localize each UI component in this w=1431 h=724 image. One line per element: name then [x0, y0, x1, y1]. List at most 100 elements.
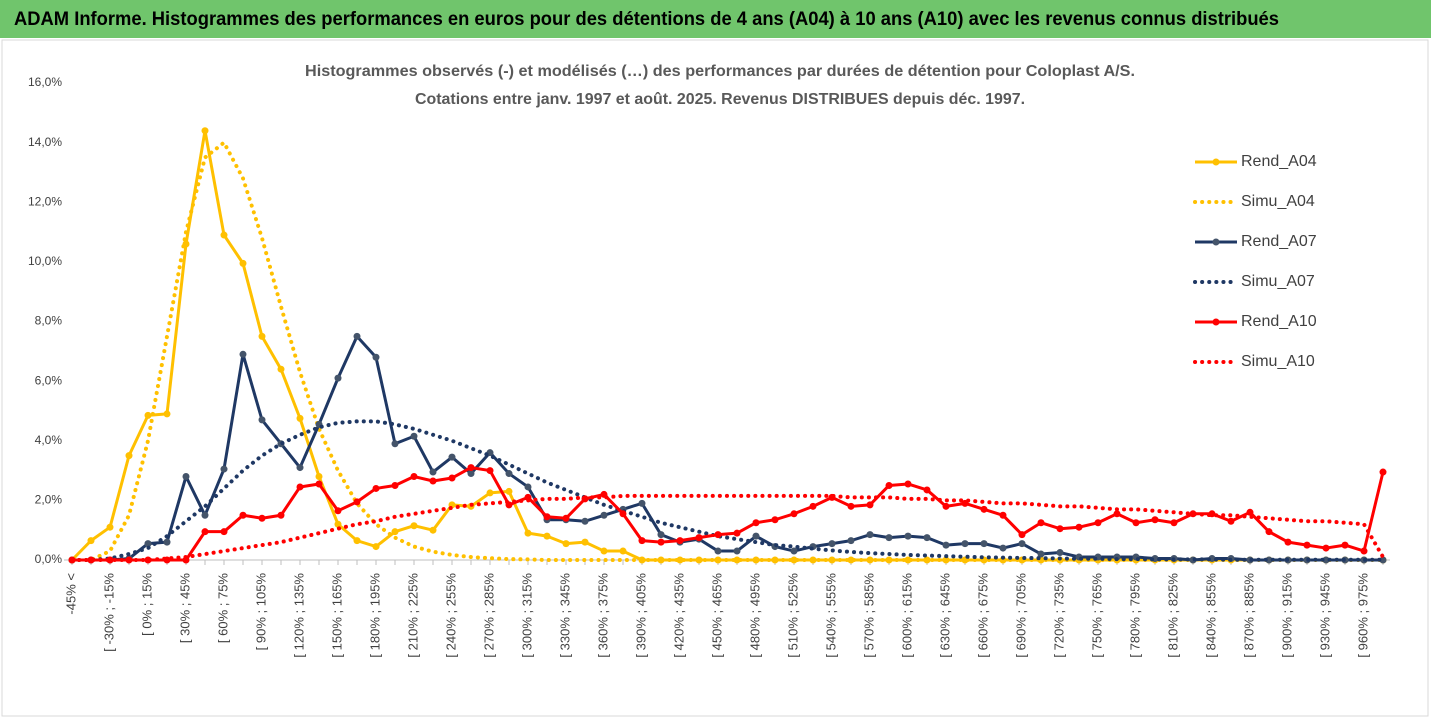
x-tick-label: [ 360% ; 375%	[595, 573, 610, 658]
data-point	[1341, 541, 1349, 549]
data-point	[619, 547, 627, 555]
x-tick-label: [ 120% ; 135%	[291, 573, 306, 658]
data-point	[1246, 508, 1254, 516]
data-point	[543, 532, 551, 540]
data-point	[391, 440, 399, 448]
page-title: ADAM Informe. Histogrammes des performan…	[14, 9, 1279, 30]
data-point	[942, 502, 950, 510]
x-tick-label: [ 540% ; 555%	[823, 573, 838, 658]
data-point	[1227, 517, 1235, 525]
data-point	[239, 511, 247, 519]
data-point	[372, 543, 380, 551]
data-point	[353, 332, 361, 340]
data-point	[733, 556, 741, 564]
x-tick-label: [ 150% ; 165%	[329, 573, 344, 658]
x-tick-label: [ -30% ; -15%	[101, 573, 116, 652]
data-point	[638, 499, 646, 507]
x-tick-label: [ 300% ; 315%	[519, 573, 534, 658]
data-point	[923, 486, 931, 494]
data-point	[1056, 549, 1064, 557]
data-point	[467, 470, 475, 478]
data-point	[467, 464, 475, 472]
y-tick-label: 4,0%	[35, 433, 63, 447]
y-tick-label: 10,0%	[28, 254, 62, 268]
data-point	[353, 498, 361, 506]
legend-marker	[1212, 158, 1220, 166]
data-point	[866, 501, 874, 509]
data-point	[752, 519, 760, 527]
x-tick-label: [ 630% ; 645%	[937, 573, 952, 658]
data-point	[923, 534, 931, 542]
x-tick-label: [ 420% ; 435%	[671, 573, 686, 658]
data-point	[866, 531, 874, 539]
data-point	[828, 540, 836, 548]
data-point	[999, 511, 1007, 519]
data-point	[1151, 516, 1159, 524]
legend-label: Simu_A04	[1241, 193, 1315, 210]
legend-marker	[1212, 238, 1220, 246]
data-point	[771, 516, 779, 524]
data-point	[1360, 547, 1368, 555]
y-tick-label: 16,0%	[28, 75, 62, 89]
data-point	[657, 538, 665, 546]
data-point	[980, 505, 988, 513]
data-point	[961, 540, 969, 548]
data-point	[1037, 550, 1045, 558]
data-point	[999, 544, 1007, 552]
data-point	[372, 484, 380, 492]
x-tick-label: [ 840% ; 855%	[1203, 573, 1218, 658]
x-tick-label: [ 660% ; 675%	[975, 573, 990, 658]
data-point	[353, 537, 361, 545]
data-point	[258, 514, 266, 522]
x-tick-label: [ 510% ; 525%	[785, 573, 800, 658]
data-point	[809, 502, 817, 510]
data-point	[258, 416, 266, 424]
data-point	[790, 556, 798, 564]
data-point	[87, 537, 95, 545]
x-tick-label: [ 750% ; 765%	[1089, 573, 1104, 658]
x-tick-label: [ 210% ; 225%	[405, 573, 420, 658]
data-point	[600, 547, 608, 555]
data-point	[904, 532, 912, 540]
data-point	[1132, 519, 1140, 527]
data-point	[296, 483, 304, 491]
x-tick-label: [ 900% ; 915%	[1279, 573, 1294, 658]
data-point	[258, 332, 266, 340]
x-tick-label: [ 240% ; 255%	[443, 573, 458, 658]
data-point	[885, 481, 893, 489]
legend-label: Simu_A10	[1241, 353, 1315, 370]
x-tick-label: [ 570% ; 585%	[861, 573, 876, 658]
chart-subtitle: Cotations entre janv. 1997 et août. 2025…	[415, 91, 1025, 108]
x-tick-label: [ 480% ; 495%	[747, 573, 762, 658]
data-point	[885, 534, 893, 542]
data-point	[1303, 541, 1311, 549]
data-point	[752, 532, 760, 540]
x-tick-label: [ 60% ; 75%	[215, 573, 230, 644]
data-point	[106, 523, 114, 531]
data-point	[847, 537, 855, 545]
data-point	[220, 231, 228, 239]
y-tick-label: 14,0%	[28, 135, 62, 149]
legend-label: Simu_A07	[1241, 273, 1315, 290]
data-point	[600, 511, 608, 519]
x-tick-label: [ 960% ; 975%	[1355, 573, 1370, 658]
data-point	[1113, 510, 1121, 518]
data-point	[1322, 556, 1330, 564]
data-point	[847, 502, 855, 510]
data-point	[1379, 468, 1387, 476]
y-tick-label: 8,0%	[35, 314, 63, 328]
data-point	[144, 540, 152, 548]
data-point	[1056, 525, 1064, 533]
data-point	[429, 477, 437, 485]
data-point	[676, 556, 684, 564]
title-bar	[0, 0, 1431, 38]
x-tick-label: [ 600% ; 615%	[899, 573, 914, 658]
data-point	[790, 547, 798, 555]
data-point	[429, 468, 437, 476]
legend-label: Rend_A07	[1241, 233, 1317, 250]
data-point	[847, 556, 855, 564]
x-tick-label: [ 0% ; 15%	[139, 573, 154, 636]
data-point	[277, 365, 285, 373]
data-point	[391, 528, 399, 536]
